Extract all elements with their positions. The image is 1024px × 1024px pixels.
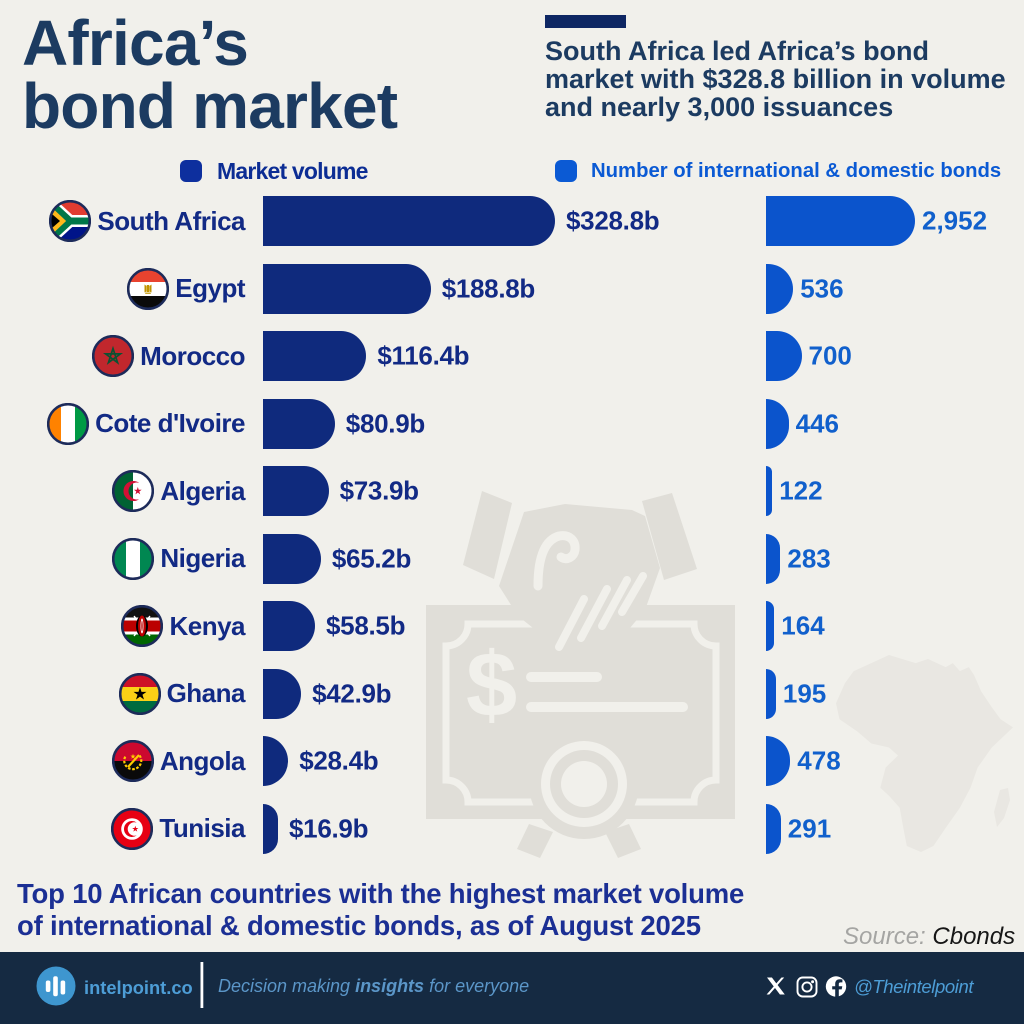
svg-text:@Theintelpoint: @Theintelpoint	[854, 976, 974, 997]
svg-text:intelpoint.co: intelpoint.co	[84, 977, 193, 998]
svg-text:Decision making insights for e: Decision making insights for everyone	[218, 976, 529, 996]
svg-text:$: $	[466, 634, 517, 736]
